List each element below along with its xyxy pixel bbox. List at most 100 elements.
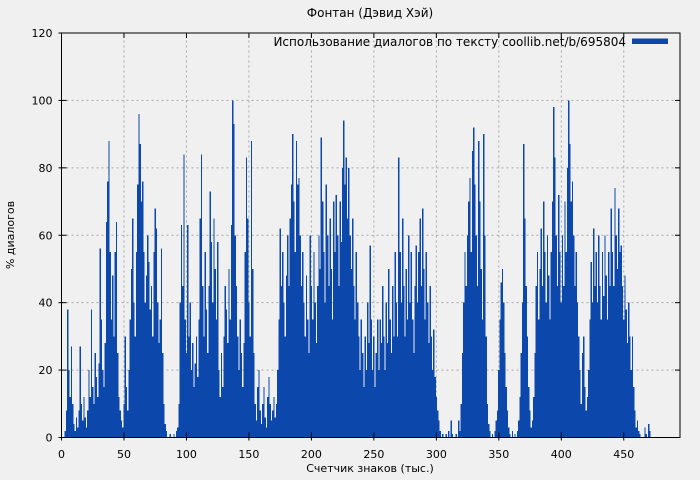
bar bbox=[164, 424, 166, 438]
bar bbox=[262, 403, 264, 438]
bar bbox=[448, 430, 450, 438]
bar bbox=[548, 275, 550, 438]
x-tick-label: 100 bbox=[176, 448, 197, 461]
bar bbox=[366, 302, 369, 438]
bar bbox=[396, 336, 399, 438]
bar bbox=[590, 262, 592, 438]
bar bbox=[197, 376, 199, 438]
bar bbox=[237, 336, 239, 438]
bar bbox=[546, 235, 549, 438]
bar bbox=[240, 353, 243, 438]
bar bbox=[455, 434, 457, 438]
bar bbox=[485, 336, 487, 438]
bar bbox=[160, 248, 163, 438]
bar bbox=[621, 285, 624, 438]
bar bbox=[556, 285, 559, 438]
bar bbox=[619, 252, 621, 438]
bar bbox=[133, 302, 135, 438]
bar bbox=[302, 252, 304, 438]
bar bbox=[511, 430, 514, 438]
bar bbox=[336, 235, 339, 438]
bar bbox=[70, 346, 73, 438]
bar bbox=[434, 376, 436, 438]
bar bbox=[648, 424, 650, 438]
bar bbox=[297, 184, 299, 438]
bar bbox=[177, 427, 179, 438]
bar bbox=[414, 285, 416, 438]
bar bbox=[505, 386, 507, 438]
bar bbox=[98, 363, 100, 438]
bar bbox=[401, 218, 404, 438]
y-tick-label: 120 bbox=[32, 27, 53, 40]
bar bbox=[205, 309, 208, 438]
bar bbox=[503, 302, 505, 438]
x-tick-label: 300 bbox=[426, 448, 447, 461]
bar bbox=[370, 319, 373, 438]
bar bbox=[574, 285, 576, 438]
bar bbox=[608, 252, 610, 438]
bar bbox=[346, 218, 349, 438]
bar bbox=[73, 424, 75, 438]
bar bbox=[555, 235, 557, 438]
bar bbox=[356, 302, 359, 438]
bar bbox=[479, 201, 481, 438]
bar bbox=[569, 144, 571, 438]
bar bbox=[474, 184, 476, 438]
bar bbox=[603, 295, 605, 438]
bar bbox=[330, 268, 333, 438]
bar bbox=[89, 397, 91, 438]
bar bbox=[189, 302, 191, 438]
y-tick-label: 20 bbox=[39, 364, 53, 377]
x-axis-label: Счетчик знаков (тыс.) bbox=[306, 462, 434, 475]
bar bbox=[242, 386, 244, 438]
bar bbox=[309, 235, 311, 438]
bar bbox=[568, 100, 570, 438]
bar bbox=[484, 235, 486, 438]
bar bbox=[318, 235, 320, 438]
bar bbox=[459, 430, 461, 438]
bar bbox=[300, 285, 303, 438]
bar bbox=[383, 336, 385, 438]
y-tick-label: 80 bbox=[39, 162, 53, 175]
bar bbox=[235, 285, 238, 438]
bar bbox=[543, 201, 545, 438]
bar bbox=[120, 420, 123, 438]
bar bbox=[95, 376, 98, 438]
bar bbox=[406, 319, 409, 438]
bar bbox=[149, 309, 151, 438]
x-tick-label: 150 bbox=[238, 448, 259, 461]
bar bbox=[128, 370, 130, 438]
bar bbox=[343, 120, 345, 438]
x-tick-labels: 0 50 100 150 200 250 300 350 400 450 bbox=[58, 448, 634, 461]
bar bbox=[626, 343, 629, 438]
bar bbox=[265, 427, 268, 438]
bar bbox=[288, 285, 290, 438]
bar bbox=[219, 397, 221, 438]
bar bbox=[108, 140, 110, 438]
bar bbox=[268, 376, 270, 438]
bar bbox=[583, 336, 585, 438]
bar bbox=[466, 235, 469, 438]
bar bbox=[594, 285, 596, 438]
bar bbox=[523, 144, 525, 438]
bar bbox=[576, 302, 579, 438]
bar bbox=[331, 319, 334, 438]
bar bbox=[426, 302, 429, 438]
bar bbox=[341, 167, 344, 438]
bar bbox=[145, 275, 148, 438]
bar bbox=[140, 201, 143, 438]
bar bbox=[489, 430, 491, 438]
bar bbox=[329, 218, 331, 438]
bar bbox=[368, 343, 370, 438]
bar bbox=[118, 397, 120, 438]
bar bbox=[533, 397, 535, 438]
bar bbox=[110, 319, 113, 438]
bar bbox=[465, 285, 467, 438]
bar bbox=[549, 319, 551, 438]
bar bbox=[125, 386, 128, 438]
bar bbox=[618, 208, 620, 438]
bar bbox=[175, 430, 178, 438]
bar bbox=[623, 319, 625, 438]
bar bbox=[85, 427, 88, 438]
bar bbox=[550, 252, 552, 438]
